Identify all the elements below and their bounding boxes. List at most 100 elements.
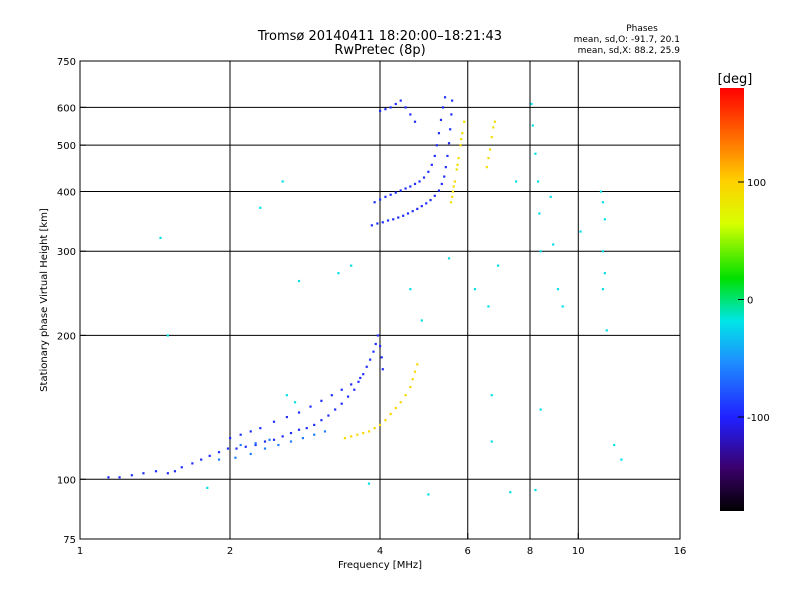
colorbar-tick-label: 100 — [747, 178, 766, 189]
data-point — [340, 388, 343, 391]
data-point — [509, 491, 512, 494]
data-point — [485, 166, 488, 169]
data-point — [433, 154, 436, 158]
data-point — [353, 388, 356, 391]
y-tick-label: 500 — [57, 141, 76, 152]
y-tick-label: 200 — [57, 331, 76, 342]
data-point — [411, 210, 414, 213]
data-point — [406, 212, 410, 215]
data-point — [154, 470, 158, 473]
data-point — [392, 218, 395, 221]
data-point — [496, 264, 500, 267]
data-point — [272, 438, 276, 441]
data-point — [249, 430, 252, 433]
data-point — [337, 272, 340, 275]
y-tick-label: 750 — [57, 57, 76, 68]
data-point — [413, 370, 417, 373]
data-point — [244, 445, 247, 448]
data-point — [399, 189, 402, 192]
data-point — [386, 219, 390, 222]
data-point — [357, 380, 360, 383]
data-point — [376, 222, 379, 225]
data-point — [397, 216, 400, 219]
data-point — [599, 190, 603, 193]
data-point — [399, 99, 402, 102]
data-point — [379, 198, 382, 201]
data-point — [461, 132, 464, 135]
data-point — [536, 180, 540, 183]
data-point — [409, 385, 412, 389]
y-ticks: 75 100 200 300 400 500 600 750 — [57, 57, 86, 546]
data-point — [603, 272, 606, 275]
chart-title: Tromsø 20140411 18:20:00–18:21:43 — [257, 29, 502, 44]
data-point — [534, 152, 537, 155]
data-point — [490, 440, 493, 443]
data-point — [389, 412, 392, 416]
data-point — [370, 224, 373, 227]
data-point — [534, 488, 537, 492]
data-point — [579, 230, 582, 233]
data-point — [384, 108, 387, 111]
data-point — [451, 190, 455, 193]
data-point — [289, 431, 293, 435]
y-tick-label: 600 — [57, 103, 76, 114]
data-point — [456, 163, 459, 166]
data-point — [394, 191, 397, 194]
data-point — [239, 443, 242, 447]
stats-header: Phases — [626, 24, 658, 34]
y-tick-label: 400 — [57, 187, 76, 198]
data-point — [443, 96, 447, 99]
data-point — [446, 154, 449, 158]
data-point — [297, 279, 301, 283]
data-point — [263, 440, 267, 443]
data-point — [208, 454, 211, 457]
data-point — [285, 394, 288, 397]
data-point — [613, 443, 616, 447]
data-point — [399, 401, 402, 404]
data-point — [234, 456, 237, 459]
x-tick-label: 8 — [527, 546, 533, 557]
data-point — [272, 420, 276, 423]
plot-area: 1 2 4 6 8 10 16 75 100 200 300 400 500 600 750 — [57, 57, 686, 557]
x-tick-label: 2 — [227, 546, 233, 557]
stats-line-x: mean, sd,X: 88.2, 25.9 — [578, 46, 681, 56]
data-point — [463, 120, 466, 123]
data-point — [226, 447, 230, 450]
data-point — [217, 451, 221, 454]
data-point — [350, 264, 353, 267]
data-point — [346, 395, 350, 398]
data-point — [489, 148, 492, 151]
data-point — [447, 142, 451, 145]
data-point — [263, 447, 267, 450]
data-point — [281, 435, 284, 438]
data-point — [452, 185, 455, 188]
data-point — [229, 436, 232, 440]
data-point — [440, 182, 443, 186]
stats-line-o: mean, sd,O: -91.7, 20.1 — [574, 35, 680, 45]
data-point — [297, 428, 301, 431]
colorbar-label: [deg] — [718, 72, 753, 87]
data-point — [538, 212, 541, 215]
data-point — [404, 187, 407, 190]
data-point — [320, 399, 323, 402]
data-point — [601, 201, 605, 204]
data-point — [217, 458, 221, 461]
data-point — [365, 365, 368, 368]
data-point — [166, 334, 169, 337]
data-point — [389, 106, 392, 109]
data-point — [206, 486, 209, 489]
x-tick-label: 1 — [77, 546, 83, 557]
data-point — [389, 193, 392, 196]
data-point — [320, 419, 323, 422]
data-point — [411, 378, 414, 381]
data-point — [413, 182, 417, 186]
data-point — [356, 433, 359, 436]
data-point — [268, 438, 271, 441]
data-point — [293, 401, 297, 404]
data-point — [372, 350, 375, 353]
data-point — [603, 218, 606, 221]
data-point — [259, 427, 262, 430]
y-axis-label: Stationary phase Virtual Height [km] — [39, 208, 50, 392]
data-point — [487, 157, 490, 160]
